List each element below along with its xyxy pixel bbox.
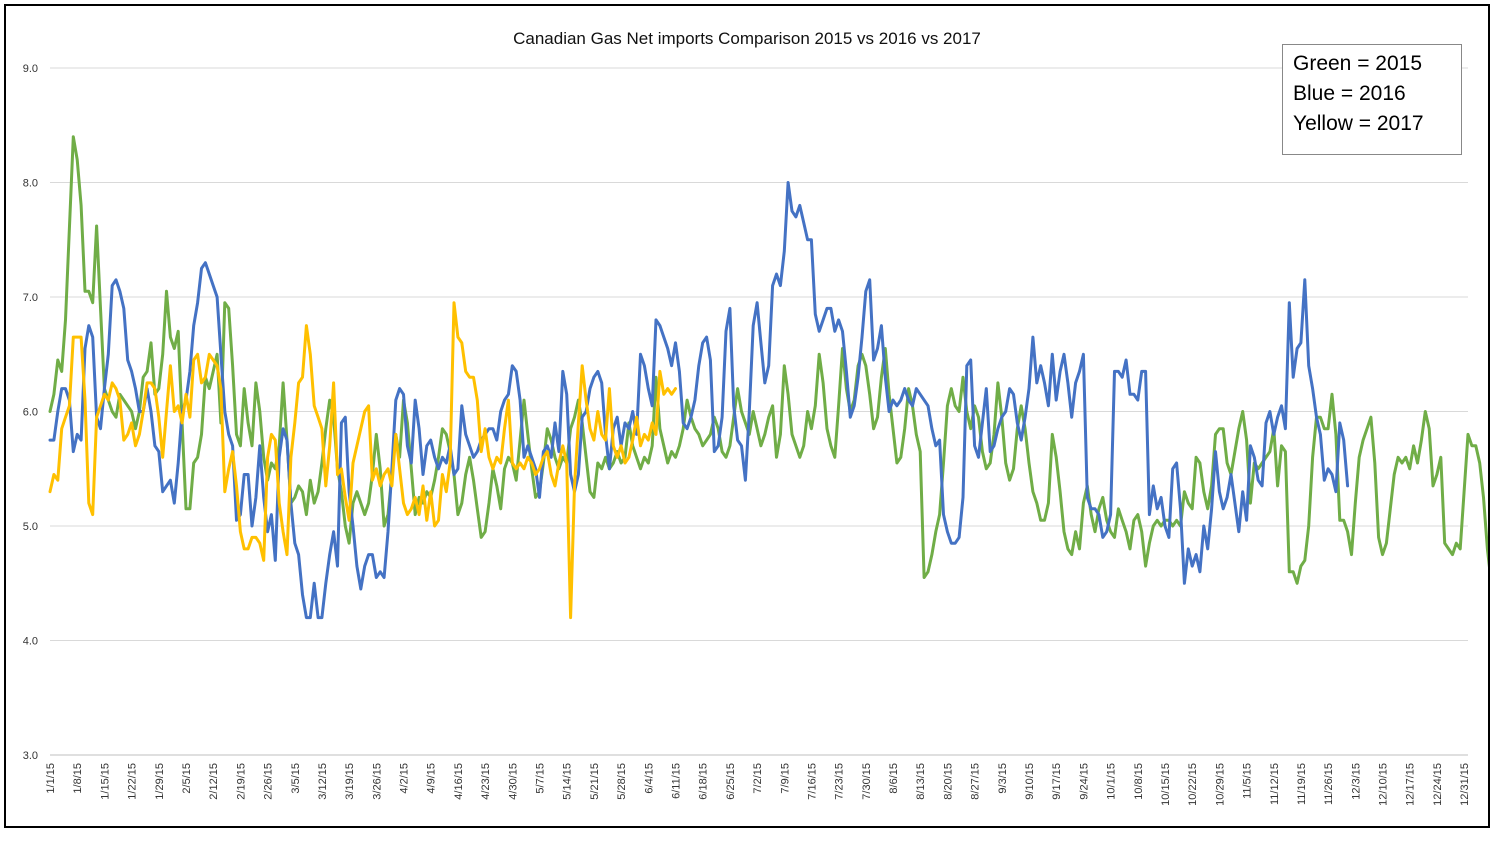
- x-tick-label: 11/5/15: [1242, 763, 1254, 799]
- gridlines: [50, 67, 1468, 756]
- x-tick-label: 9/24/15: [1078, 763, 1090, 800]
- series-line-2015: [48, 135, 1488, 585]
- x-tick-label: 11/26/15: [1323, 763, 1335, 805]
- y-tick-label: 4.0: [23, 636, 38, 648]
- x-tick-label: 4/16/15: [453, 763, 465, 800]
- x-tick-label: 1/8/15: [72, 763, 84, 794]
- x-tick-label: 2/19/15: [235, 763, 247, 800]
- x-tick-label: 5/7/15: [535, 763, 547, 794]
- x-tick-label: 9/10/15: [1024, 763, 1036, 800]
- legend-box: Green = 2015 Blue = 2016 Yellow = 2017: [1282, 44, 1462, 155]
- x-tick-label: 6/11/15: [670, 763, 682, 799]
- x-tick-label: 6/25/15: [725, 763, 737, 800]
- x-tick-label: 12/31/15: [1459, 763, 1471, 806]
- x-tick-label: 7/9/15: [779, 763, 791, 794]
- y-tick-label: 3.0: [23, 750, 38, 762]
- legend-line-2015: Green = 2015: [1293, 52, 1423, 75]
- x-tick-label: 7/16/15: [806, 763, 818, 800]
- x-tick-label: 1/22/15: [127, 763, 139, 800]
- x-tick-label: 12/10/15: [1378, 763, 1390, 806]
- x-tick-label: 11/12/15: [1269, 763, 1281, 805]
- y-tick-label: 6.0: [23, 407, 38, 419]
- y-tick-label: 9.0: [23, 63, 38, 75]
- x-tick-label: 2/26/15: [263, 763, 275, 800]
- x-tick-label: 3/26/15: [371, 763, 383, 800]
- x-tick-label: 9/3/15: [997, 763, 1009, 794]
- y-axis-tick-labels: 3.0 4.0 5.0 6.0 7.0 8.0 9.0: [23, 63, 38, 762]
- x-tick-label: 8/13/15: [915, 763, 927, 800]
- chart-title: Canadian Gas Net imports Comparison 2015…: [513, 29, 981, 48]
- data-series: [48, 135, 1488, 620]
- x-tick-label: 12/3/15: [1350, 763, 1362, 800]
- x-tick-label: 8/20/15: [942, 763, 954, 800]
- x-tick-label: 10/1/15: [1106, 763, 1118, 800]
- line-chart: Canadian Gas Net imports Comparison 2015…: [23, 29, 1488, 806]
- x-tick-label: 10/8/15: [1133, 763, 1145, 800]
- x-tick-label: 8/27/15: [970, 763, 982, 800]
- x-tick-label: 7/23/15: [834, 763, 846, 800]
- x-tick-label: 12/17/15: [1405, 763, 1417, 806]
- x-tick-label: 1/15/15: [99, 763, 111, 800]
- x-tick-label: 11/19/15: [1296, 763, 1308, 805]
- x-tick-label: 3/19/15: [344, 763, 356, 800]
- x-tick-label: 1/1/15: [45, 763, 57, 794]
- x-tick-label: 7/30/15: [861, 763, 873, 800]
- x-tick-label: 2/12/15: [208, 763, 220, 800]
- x-tick-label: 1/29/15: [154, 763, 166, 800]
- x-tick-label: 12/24/15: [1432, 763, 1444, 806]
- y-tick-label: 7.0: [23, 292, 38, 304]
- x-tick-label: 3/12/15: [317, 763, 329, 800]
- x-tick-label: 9/17/15: [1051, 763, 1063, 800]
- x-tick-label: 5/21/15: [589, 763, 601, 800]
- chart-frame: Canadian Gas Net imports Comparison 2015…: [4, 4, 1490, 828]
- legend-line-2017: Yellow = 2017: [1293, 112, 1424, 135]
- x-tick-label: 6/4/15: [643, 763, 655, 794]
- x-tick-label: 10/15/15: [1160, 763, 1172, 806]
- x-tick-label: 10/22/15: [1187, 763, 1199, 806]
- legend-line-2016: Blue = 2016: [1293, 82, 1406, 105]
- x-tick-label: 3/5/15: [290, 763, 302, 794]
- x-tick-label: 4/30/15: [507, 763, 519, 800]
- x-tick-label: 4/9/15: [426, 763, 438, 794]
- y-tick-label: 5.0: [23, 521, 38, 533]
- x-tick-label: 8/6/15: [888, 763, 900, 794]
- x-tick-label: 2/5/15: [181, 763, 193, 794]
- x-tick-label: 10/29/15: [1214, 763, 1226, 806]
- x-tick-label: 5/14/15: [562, 763, 574, 800]
- x-axis-tick-labels: 1/1/15 1/8/15 1/15/15 1/22/15 1/29/15 2/5/15 2…: [45, 763, 1471, 806]
- series-line-2017: [48, 301, 677, 620]
- x-tick-label: 4/2/15: [399, 763, 411, 794]
- x-tick-label: 5/28/15: [616, 763, 628, 800]
- y-tick-label: 8.0: [23, 178, 38, 190]
- x-tick-label: 4/23/15: [480, 763, 492, 800]
- x-tick-label: 7/2/15: [752, 763, 764, 794]
- x-tick-label: 6/18/15: [698, 763, 710, 800]
